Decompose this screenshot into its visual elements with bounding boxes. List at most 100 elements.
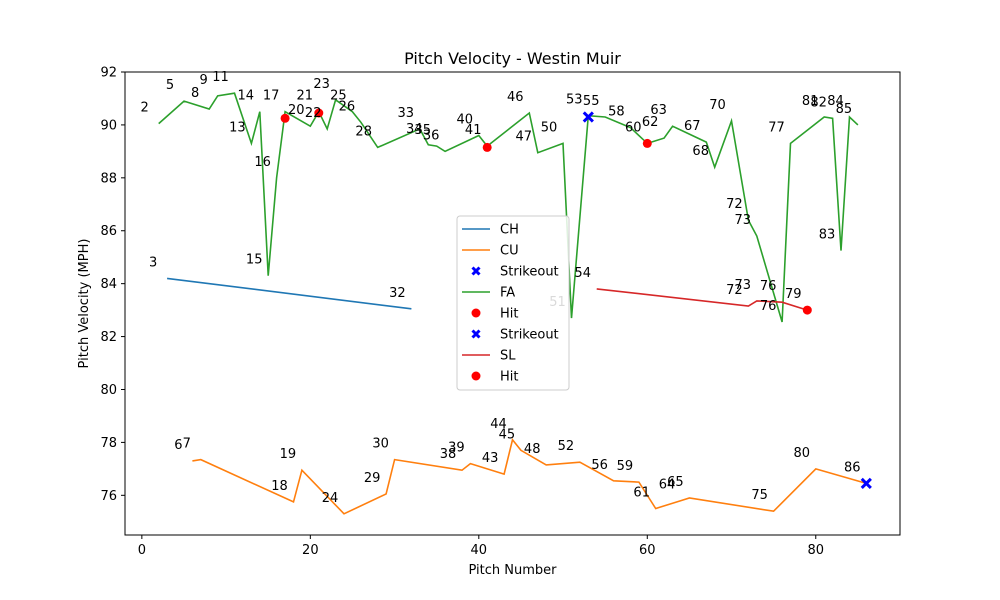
point-label: 5 (166, 78, 174, 93)
plot-lines (158, 92, 872, 515)
point-label: 73 (735, 213, 752, 228)
point-label: 64 (659, 478, 676, 493)
point-label: 41 (465, 123, 482, 138)
x-tick-label: 0 (138, 543, 146, 558)
hit-marker (482, 142, 492, 152)
point-label: 73 (735, 278, 752, 293)
point-label: 63 (650, 103, 667, 118)
point-label: 35 (414, 123, 431, 138)
point-label: 62 (642, 115, 659, 130)
point-label: 18 (271, 479, 288, 494)
point-label: 84 (827, 94, 844, 109)
point-label: 77 (768, 120, 785, 135)
point-label: 60 (625, 120, 642, 135)
point-label: 11 (212, 70, 229, 85)
y-tick-label: 82 (100, 330, 117, 345)
legend-entry: CH (462, 223, 519, 238)
point-label: 8 (191, 86, 199, 101)
y-tick-label: 76 (100, 489, 117, 504)
point-label: 79 (785, 287, 802, 302)
y-tick-label: 78 (100, 436, 117, 451)
point-label: 19 (280, 447, 297, 462)
point-label: 9 (200, 73, 208, 88)
legend-label: FA (500, 286, 515, 301)
point-label: 72 (726, 197, 743, 212)
legend-label: Hit (500, 370, 518, 385)
point-label: 46 (507, 90, 524, 105)
point-label: 54 (574, 266, 591, 281)
point-label: 32 (389, 286, 406, 301)
legend-label: Strikeout (500, 328, 559, 343)
point-label: 45 (499, 427, 516, 442)
y-tick-label: 92 (100, 66, 117, 81)
y-tick-label: 84 (100, 277, 117, 292)
point-label: 52 (558, 439, 575, 454)
point-label: 70 (709, 98, 726, 113)
point-label: 67 (684, 119, 701, 134)
series-line-ch (167, 277, 412, 310)
point-label: 76 (760, 279, 777, 294)
point-label: 3 (149, 255, 157, 270)
point-label: 47 (516, 130, 533, 145)
point-label: 75 (751, 488, 768, 503)
legend-entry: SL (462, 349, 516, 364)
point-label: 23 (313, 77, 330, 92)
point-label: 33 (398, 106, 415, 121)
y-axis-label: Pitch Velocity (MPH) (77, 239, 92, 369)
point-label: 20 (288, 103, 305, 118)
point-label: 30 (372, 437, 389, 452)
point-label: 40 (457, 113, 474, 128)
y-tick-label: 86 (100, 224, 117, 239)
series-line-cu (192, 438, 867, 515)
legend-box (456, 215, 570, 391)
legend-label: CH (500, 223, 519, 238)
point-label: 36 (423, 128, 440, 143)
x-tick-label: 20 (302, 543, 319, 558)
series-line-sl (596, 288, 808, 311)
point-label: 72 (726, 283, 743, 298)
point-label: 38 (440, 447, 457, 462)
hit-marker (280, 113, 290, 123)
point-label: 17 (263, 89, 280, 104)
point-label: 68 (692, 144, 709, 159)
point-label: 44 (490, 417, 507, 432)
point-label: 48 (524, 442, 541, 457)
point-label: 6 (174, 438, 182, 453)
x-tick-label: 40 (471, 543, 488, 558)
point-label: 13 (229, 120, 246, 135)
legend-entry: Strikeout (471, 328, 559, 343)
point-label: 43 (482, 451, 499, 466)
strikeout-marker (582, 111, 594, 123)
point-label: 7 (183, 437, 191, 452)
point-label: 53 (566, 93, 583, 108)
x-axis-label: Pitch Number (468, 563, 557, 578)
point-label: 14 (238, 89, 255, 104)
legend: CH CU Strikeout FA Hit Strikeout SL Hit (456, 215, 570, 391)
hit-marker (642, 138, 652, 148)
y-tick-label: 88 (100, 171, 117, 186)
legend-label: SL (500, 349, 516, 364)
point-label: 26 (339, 99, 356, 114)
point-label: 50 (541, 120, 558, 135)
legend-label: Hit (500, 307, 518, 322)
y-axis: 76 78 80 82 84 86 88 90 92 (100, 66, 125, 504)
point-label: 58 (608, 105, 625, 120)
x-tick-label: 60 (639, 543, 656, 558)
point-label: 21 (297, 89, 314, 104)
point-label: 15 (246, 253, 263, 268)
hit-marker (314, 108, 324, 118)
point-label: 29 (364, 471, 381, 486)
point-label: 22 (305, 106, 322, 121)
point-label: 85 (836, 102, 853, 117)
point-label: 76 (760, 299, 777, 314)
point-label: 39 (448, 441, 465, 456)
legend-label: CU (500, 244, 519, 259)
plot-frame (124, 71, 901, 536)
point-label: 86 (844, 460, 861, 475)
point-label: 59 (617, 459, 634, 474)
x-axis: 0 20 40 60 80 (138, 535, 824, 558)
strikeout-marker (860, 477, 872, 490)
point-label: 82 (810, 95, 827, 110)
